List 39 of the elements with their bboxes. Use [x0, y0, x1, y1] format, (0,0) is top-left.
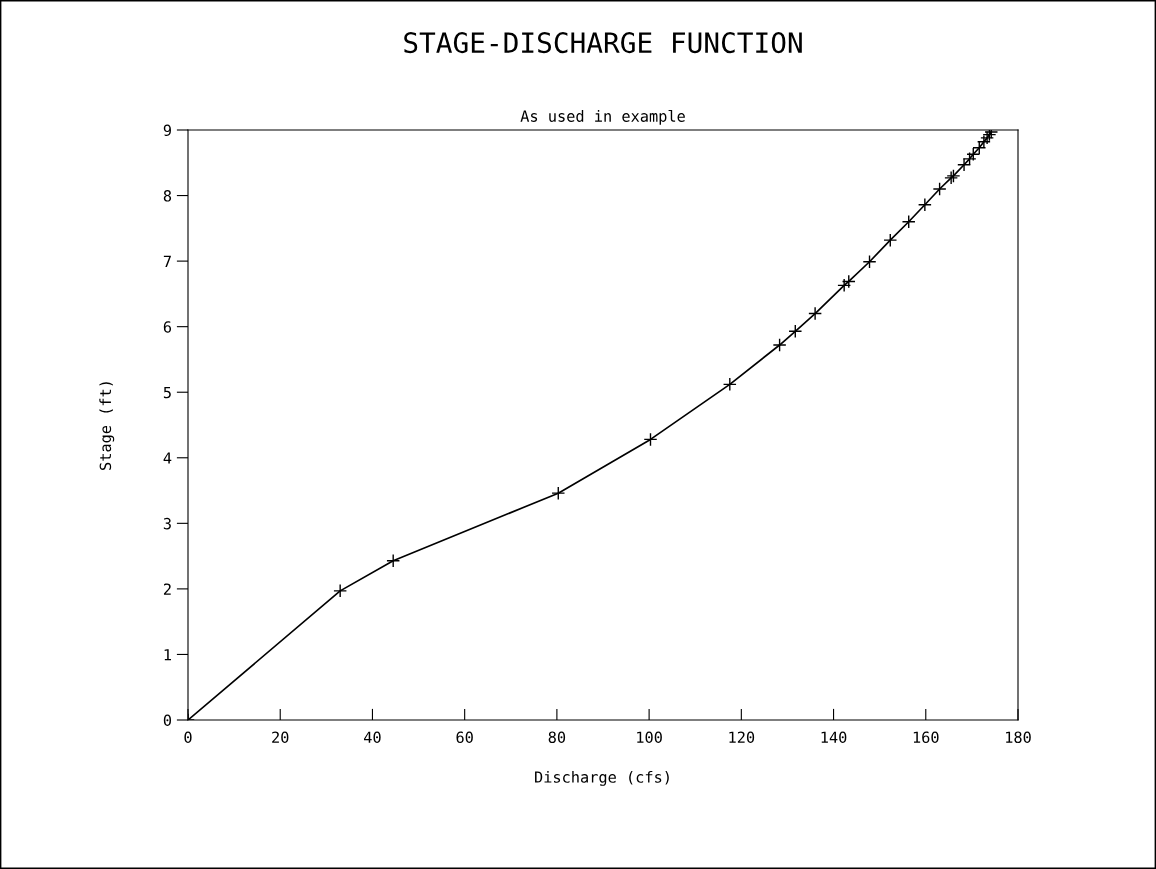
point: [901, 214, 916, 229]
x-tick-label: 160: [913, 731, 939, 744]
x-tick-label: 80: [548, 731, 566, 744]
point: [883, 233, 898, 248]
y-axis-title: Stage (ft): [99, 382, 115, 470]
x-tick-label: 120: [729, 731, 755, 744]
point: [722, 377, 737, 392]
point: [932, 182, 947, 196]
y-tick-label: 7: [163, 255, 171, 267]
y-tick-label: 6: [163, 321, 172, 333]
y-tick-label: 4: [163, 452, 172, 464]
point: [643, 432, 658, 447]
chart-title: STAGE-DISCHARGE FUNCTION: [404, 32, 802, 54]
point: [386, 553, 401, 568]
x-tick-label: 60: [456, 731, 473, 744]
y-tick-label: 5: [163, 386, 171, 399]
y-tick-label: 8: [163, 190, 172, 202]
x-axis-title: Discharge (cfs): [535, 770, 669, 786]
point: [808, 306, 823, 321]
x-tick-label: 140: [821, 731, 847, 744]
x-tick-label: 100: [637, 731, 662, 744]
x-tick-label: 0: [184, 731, 192, 744]
y-tick-label: 9: [163, 124, 171, 137]
x-tick-label: 180: [1006, 731, 1031, 744]
x-tick-label: 40: [364, 731, 381, 744]
y-tick-label: 2: [163, 583, 171, 595]
point: [917, 197, 932, 212]
y-tick-label: 0: [163, 714, 172, 727]
y-tick-label: 1: [164, 649, 171, 661]
x-tick-label: 20: [272, 731, 289, 744]
y-tick-label: 3: [163, 517, 171, 530]
point: [333, 583, 348, 598]
point: [788, 324, 803, 339]
point: [837, 278, 852, 293]
point: [862, 254, 877, 269]
chart-subtitle: As used in example: [520, 109, 685, 125]
point: [772, 338, 787, 352]
point: [841, 274, 856, 289]
point: [551, 486, 566, 501]
